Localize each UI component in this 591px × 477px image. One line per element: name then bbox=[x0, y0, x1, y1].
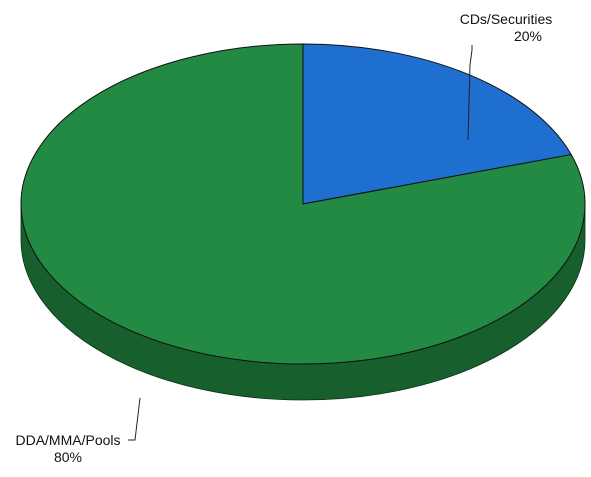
pie-slice-dda-mma-pools bbox=[20, 43, 586, 365]
pie-tops bbox=[20, 43, 586, 365]
slice-value-dda-mma-pools: 80% bbox=[54, 449, 82, 465]
leader-line-cds-securities bbox=[467, 45, 473, 141]
pie-slice-cds-securities bbox=[302, 43, 572, 205]
slice-value-cds-securities: 20% bbox=[514, 28, 542, 44]
slice-label-dda-mma-pools: DDA/MMA/Pools bbox=[15, 432, 120, 448]
leader-line-dda-mma-pools bbox=[128, 397, 141, 441]
slice-label-cds-securities: CDs/Securities bbox=[460, 11, 553, 27]
